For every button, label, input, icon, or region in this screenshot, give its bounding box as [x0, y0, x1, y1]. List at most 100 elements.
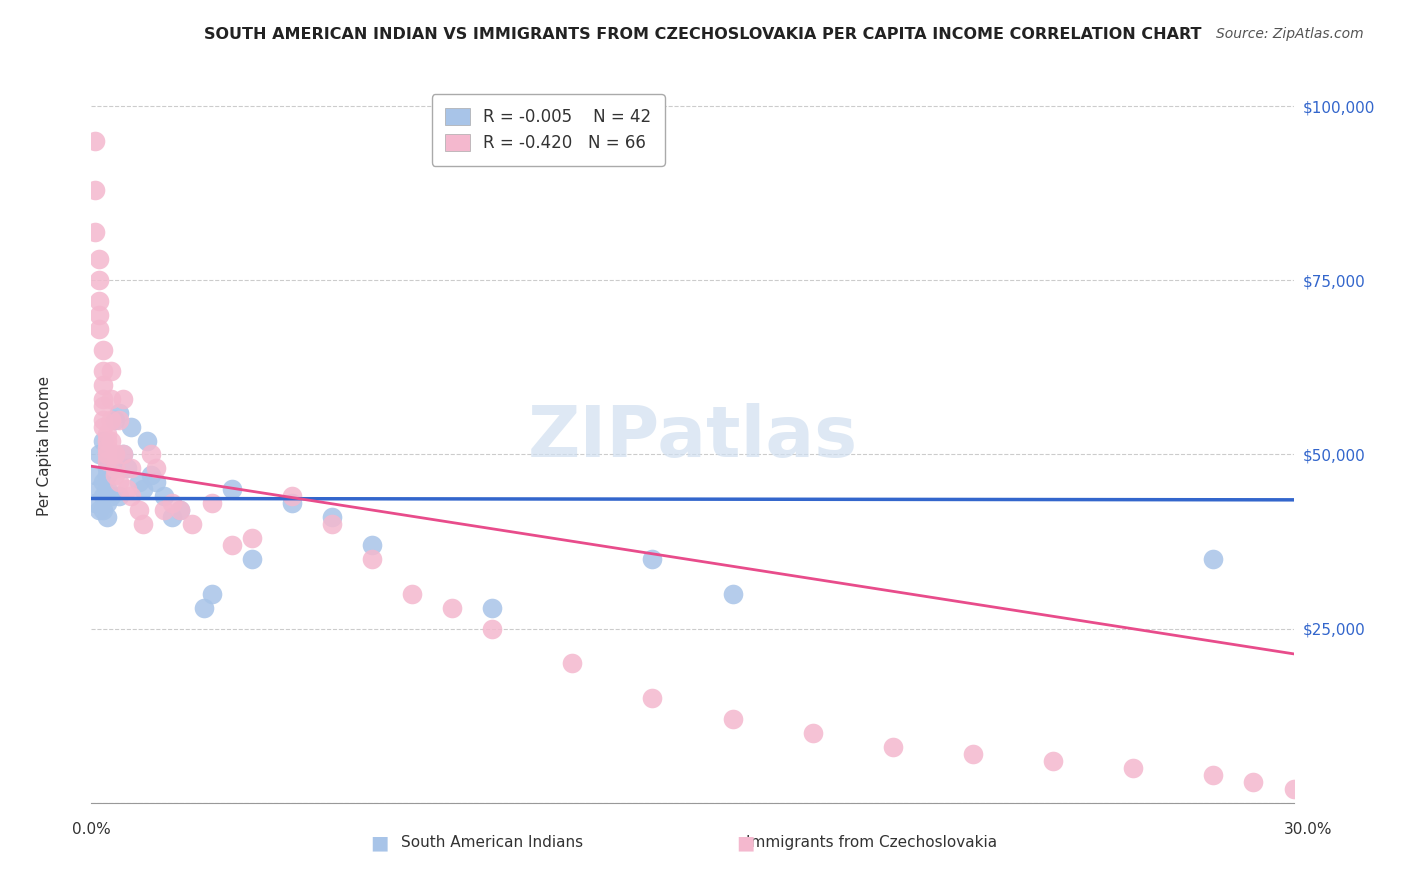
- Text: ZIPatlas: ZIPatlas: [527, 402, 858, 472]
- Point: [89, 273, 111, 287]
- Point: [641, 552, 664, 566]
- Point: [1042, 754, 1064, 768]
- Text: 30.0%: 30.0%: [1284, 822, 1331, 837]
- Point: [360, 538, 382, 552]
- Point: [84, 183, 107, 197]
- Point: [96, 448, 118, 462]
- Point: [281, 496, 304, 510]
- Point: [93, 364, 115, 378]
- Point: [96, 510, 118, 524]
- Point: [100, 489, 122, 503]
- Point: [104, 468, 127, 483]
- Point: [240, 531, 263, 545]
- Point: [84, 496, 107, 510]
- Point: [132, 517, 155, 532]
- Point: [481, 622, 503, 636]
- Point: [93, 434, 115, 448]
- Point: [221, 483, 243, 497]
- Point: [108, 475, 131, 490]
- Point: [112, 448, 135, 462]
- Point: [89, 308, 111, 322]
- Text: South American Indians: South American Indians: [401, 836, 583, 850]
- Point: [93, 475, 115, 490]
- Point: [89, 448, 111, 462]
- Point: [112, 448, 135, 462]
- Point: [128, 503, 150, 517]
- Point: [641, 691, 664, 706]
- Point: [112, 392, 135, 406]
- Point: [180, 517, 202, 532]
- Point: [201, 496, 224, 510]
- Point: [93, 343, 115, 357]
- Point: [96, 496, 118, 510]
- Point: [321, 510, 343, 524]
- Point: [108, 406, 131, 420]
- Point: [96, 461, 118, 475]
- Point: [96, 468, 118, 483]
- Point: [1202, 768, 1225, 782]
- Point: [89, 503, 111, 517]
- Point: [89, 322, 111, 336]
- Point: [96, 426, 118, 441]
- Point: [89, 294, 111, 309]
- Point: [721, 712, 744, 726]
- Point: [96, 434, 118, 448]
- Point: [100, 448, 122, 462]
- Point: [321, 517, 343, 532]
- Point: [481, 600, 503, 615]
- Text: Source: ZipAtlas.com: Source: ZipAtlas.com: [1216, 27, 1364, 41]
- Point: [121, 419, 143, 434]
- Text: ■: ■: [735, 833, 755, 853]
- Point: [882, 740, 904, 755]
- Point: [169, 503, 191, 517]
- Point: [84, 468, 107, 483]
- Point: [360, 552, 382, 566]
- Point: [145, 475, 167, 490]
- Text: Immigrants from Czechoslovakia: Immigrants from Czechoslovakia: [747, 836, 997, 850]
- Point: [117, 461, 139, 475]
- Point: [401, 587, 423, 601]
- Point: [100, 392, 122, 406]
- Point: [128, 475, 150, 490]
- Point: [108, 489, 131, 503]
- Point: [100, 364, 122, 378]
- Point: [93, 399, 115, 413]
- Text: ■: ■: [370, 833, 389, 853]
- Point: [1282, 781, 1305, 796]
- Text: Per Capita Income: Per Capita Income: [38, 376, 52, 516]
- Point: [104, 461, 127, 475]
- Point: [93, 489, 115, 503]
- Point: [440, 600, 463, 615]
- Point: [93, 503, 115, 517]
- Point: [132, 483, 155, 497]
- Point: [96, 441, 118, 455]
- Point: [1202, 552, 1225, 566]
- Point: [962, 747, 984, 761]
- Text: 0.0%: 0.0%: [72, 822, 111, 837]
- Point: [152, 489, 174, 503]
- Legend: R = -0.005    N = 42, R = -0.420   N = 66: R = -0.005 N = 42, R = -0.420 N = 66: [432, 95, 665, 166]
- Point: [160, 510, 183, 524]
- Point: [1362, 789, 1385, 803]
- Point: [281, 489, 304, 503]
- Point: [108, 412, 131, 426]
- Point: [84, 225, 107, 239]
- Point: [89, 483, 111, 497]
- Point: [84, 134, 107, 148]
- Point: [193, 600, 215, 615]
- Point: [96, 454, 118, 468]
- Point: [136, 434, 159, 448]
- Point: [1122, 761, 1144, 775]
- Point: [201, 587, 224, 601]
- Point: [121, 461, 143, 475]
- Point: [169, 503, 191, 517]
- Point: [141, 448, 163, 462]
- Point: [93, 412, 115, 426]
- Point: [221, 538, 243, 552]
- Point: [801, 726, 824, 740]
- Point: [152, 503, 174, 517]
- Point: [104, 412, 127, 426]
- Point: [93, 419, 115, 434]
- Point: [160, 496, 183, 510]
- Point: [117, 483, 139, 497]
